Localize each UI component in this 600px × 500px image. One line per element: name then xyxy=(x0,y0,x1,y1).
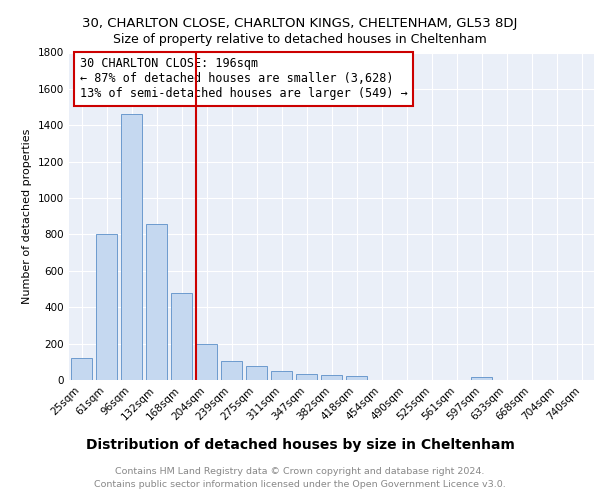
Bar xyxy=(146,224,167,380)
Text: Contains HM Land Registry data © Crown copyright and database right 2024.
Contai: Contains HM Land Registry data © Crown c… xyxy=(94,468,506,489)
Bar xyxy=(171,292,192,380)
Bar xyxy=(321,375,342,380)
Bar xyxy=(121,114,142,380)
Y-axis label: Number of detached properties: Number of detached properties xyxy=(22,128,32,304)
Bar xyxy=(71,358,92,380)
Bar xyxy=(471,378,492,380)
Bar xyxy=(196,344,217,380)
Bar xyxy=(246,366,267,380)
Text: 30, CHARLTON CLOSE, CHARLTON KINGS, CHELTENHAM, GL53 8DJ: 30, CHARLTON CLOSE, CHARLTON KINGS, CHEL… xyxy=(82,18,518,30)
Text: Distribution of detached houses by size in Cheltenham: Distribution of detached houses by size … xyxy=(86,438,514,452)
Bar xyxy=(221,361,242,380)
Bar xyxy=(96,234,117,380)
Bar xyxy=(346,376,367,380)
Text: 30 CHARLTON CLOSE: 196sqm
← 87% of detached houses are smaller (3,628)
13% of se: 30 CHARLTON CLOSE: 196sqm ← 87% of detac… xyxy=(79,58,407,100)
Bar xyxy=(271,371,292,380)
Bar xyxy=(296,374,317,380)
Text: Size of property relative to detached houses in Cheltenham: Size of property relative to detached ho… xyxy=(113,32,487,46)
